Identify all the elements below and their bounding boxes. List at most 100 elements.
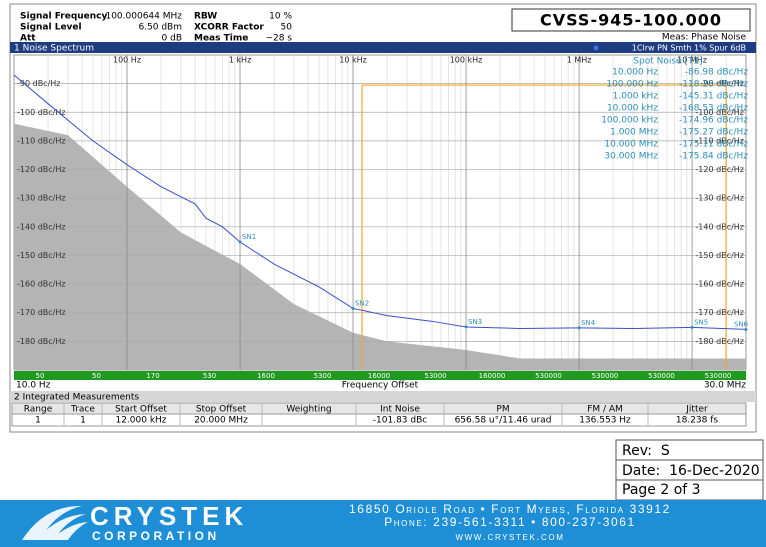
x-tick-label: 10 kHz <box>339 56 367 65</box>
spot-noise-frequency: 30.000 MHz <box>604 152 658 162</box>
company-subtitle: CORPORATION <box>92 529 220 543</box>
spot-noise-title: Spot Noise [T1] <box>633 57 702 67</box>
setting-value: 50 <box>281 23 293 33</box>
rbw-segment: 50 <box>36 372 45 380</box>
rbw-segment: 1600 <box>257 372 275 380</box>
spot-noise-value: -175.11 dBc/Hz <box>679 140 748 150</box>
spot-noise-value: -174.96 dBc/Hz <box>679 116 748 126</box>
setting-value: ~28 s <box>265 34 292 44</box>
x-tick-label: 100 kHz <box>450 56 483 65</box>
spot-marker-label: SN2 <box>355 300 369 308</box>
spot-marker <box>744 327 748 331</box>
table-header: FM / AM <box>587 405 623 415</box>
rbw-segment: 5300 <box>314 372 332 380</box>
y-tick-label: -110 dBc/Hz <box>17 136 66 145</box>
x-tick-label: 10 MHz <box>677 56 707 65</box>
spot-noise-value: -175.84 dBc/Hz <box>679 152 748 162</box>
table-cell: 1 <box>35 416 41 426</box>
table-header: Jitter <box>685 405 708 415</box>
spot-marker-label: SN4 <box>581 319 596 327</box>
device-title: CVSS-945-100.000 <box>540 11 722 30</box>
spot-marker-label: SN3 <box>468 318 482 326</box>
rbw-bar <box>14 371 746 380</box>
table-cell: 656.58 u°/11.46 urad <box>455 416 552 426</box>
spot-noise-frequency: 10.000 kHz <box>607 104 658 114</box>
trace-info: 1Clrw PN Smth 1% Spur 6dB <box>632 44 746 53</box>
table-cell: 136.553 Hz <box>579 416 631 426</box>
table-cell: 12.000 kHz <box>115 416 166 426</box>
y-tick-label-right: -170 dBc/Hz <box>695 308 744 317</box>
setting-value: 100.000644 MHz <box>105 12 182 22</box>
spot-marker <box>577 326 581 330</box>
x-stop-label: 30.0 MHz <box>704 381 746 391</box>
company-name: CRYSTEK <box>90 501 248 531</box>
page-number: Page 2 of 3 <box>622 482 701 498</box>
spot-noise-frequency: 100.000 kHz <box>601 116 658 126</box>
spot-noise-frequency: 10.000 Hz <box>612 68 658 78</box>
setting-label: RBW <box>194 12 217 22</box>
spot-noise-frequency: 1.000 MHz <box>610 128 658 138</box>
integrated-title-bar <box>10 391 756 402</box>
setting-label: Meas Time <box>194 34 248 44</box>
spot-marker <box>464 325 468 329</box>
table-header: Weighting <box>286 405 331 415</box>
rbw-segment: 530000 <box>592 372 619 380</box>
title-box <box>511 8 751 32</box>
table-header: Trace <box>70 405 95 415</box>
spot-noise-value: -118.28 dBc/Hz <box>679 80 748 90</box>
spot-noise-frequency: 1.000 kHz <box>613 92 659 102</box>
spot-noise-value: -175.27 dBc/Hz <box>679 128 748 138</box>
table-cell: 18.238 fs <box>676 416 719 426</box>
window-bar <box>10 42 756 53</box>
y-tick-label-right: -130 dBc/Hz <box>695 194 744 203</box>
rbw-segment: 50 <box>92 372 101 380</box>
table-header: Stop Offset <box>196 405 247 415</box>
integrated-title: 2 Integrated Measurements <box>14 393 139 403</box>
website: www.crystek.com <box>455 531 564 543</box>
logo-swoosh <box>22 505 88 540</box>
x-start-label: 10.0 Hz <box>16 381 51 391</box>
x-tick-label: 1 kHz <box>229 56 251 65</box>
y-tick-label: -90 dBc/Hz <box>17 79 60 88</box>
table-header: Start Offset <box>115 405 167 415</box>
spot-marker <box>238 240 242 244</box>
setting-label: Signal Level <box>20 23 82 33</box>
rbw-segment: 530000 <box>705 372 732 380</box>
y-tick-label-right: -150 dBc/Hz <box>695 251 744 260</box>
y-tick-label-right: -180 dBc/Hz <box>695 337 744 346</box>
rbw-segment: 53000 <box>424 372 446 380</box>
rbw-segment: 160000 <box>479 372 506 380</box>
y-tick-label: -180 dBc/Hz <box>17 337 66 346</box>
trace-dot <box>593 45 599 51</box>
table-cell: 1 <box>80 416 86 426</box>
setting-value: 10 % <box>269 12 292 22</box>
y-tick-label: -140 dBc/Hz <box>17 222 66 231</box>
noise-floor-area <box>14 123 746 371</box>
x-axis-title: Frequency Offset <box>342 381 419 391</box>
date: Date: 16-Dec-2020 <box>622 463 760 479</box>
spot-marker-label: SN6 <box>734 320 749 328</box>
phone: Phone: 239-561-3311 • 800-237-3061 <box>384 515 636 529</box>
y-tick-label-right: -120 dBc/Hz <box>695 165 744 174</box>
table-header: Int Noise <box>380 405 420 415</box>
y-tick-label: -170 dBc/Hz <box>17 308 66 317</box>
spot-marker <box>351 307 355 311</box>
table-header: Range <box>24 405 53 415</box>
y-tick-label: -130 dBc/Hz <box>17 194 66 203</box>
setting-label: Signal Frequency <box>20 12 108 22</box>
spot-noise-frequency: 10.000 MHz <box>604 140 658 150</box>
address: 16850 Oriole Road • Fort Myers, Florida … <box>349 502 671 516</box>
y-tick-label-right: -100 dBc/Hz <box>695 108 744 117</box>
spot-marker-label: SN5 <box>694 318 708 326</box>
revision: Rev: S <box>622 443 670 459</box>
setting-label: XCORR Factor <box>194 23 264 33</box>
y-tick-label-right: -90 dBc/Hz <box>701 79 744 88</box>
window-title: 1 Noise Spectrum <box>14 44 94 54</box>
y-tick-label-right: -110 dBc/Hz <box>695 136 744 145</box>
setting-value: 0 dB <box>162 34 182 44</box>
revision-box <box>615 439 764 501</box>
setting-value: 6.50 dBm <box>138 23 182 33</box>
footer-band <box>0 500 766 547</box>
rbw-segment: 530000 <box>648 372 675 380</box>
